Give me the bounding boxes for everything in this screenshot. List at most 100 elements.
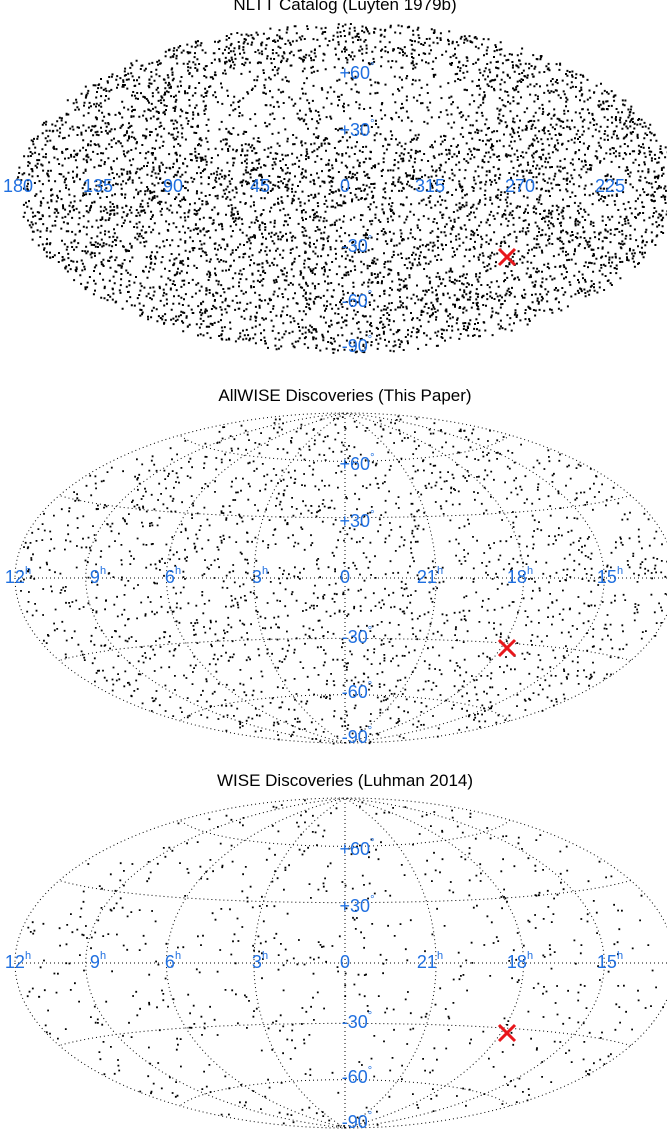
label-text: 21: [417, 567, 437, 587]
longitude-label: 9h: [90, 565, 106, 587]
label-text: -90: [342, 727, 368, 747]
label-sup: °: [368, 680, 372, 692]
latitude-label: +30°: [340, 509, 375, 531]
sky-panel: WISE Discoveries (Luhman 2014)12h 9h 6h 3h 0…: [5, 771, 667, 1130]
graticule: [14, 412, 667, 744]
longitude-label: 15h: [597, 565, 623, 587]
longitude-label: 0: [340, 952, 350, 972]
label-sup: h: [262, 950, 268, 962]
longitude-label: 18h: [507, 950, 533, 972]
label-sup: °: [368, 1110, 372, 1122]
label-text: -90: [342, 1112, 368, 1130]
label-text: +30: [340, 120, 371, 140]
label-text: -60: [342, 1067, 368, 1087]
target-marker: [497, 1023, 517, 1043]
label-text: 21: [417, 952, 437, 972]
latitude-label: -60°: [342, 289, 372, 311]
longitude-label: 9h: [90, 950, 106, 972]
longitude-label: 45: [250, 176, 270, 196]
latitude-label: -90°: [342, 334, 372, 356]
label-text: +60: [340, 454, 371, 474]
longitude-label: 12h: [5, 565, 31, 587]
label-sup: °: [368, 625, 372, 637]
longitude-label: 0: [340, 567, 350, 587]
label-text: 45: [250, 176, 270, 196]
label-sup: h: [175, 565, 181, 577]
label-sup: h: [437, 950, 443, 962]
label-sup: °: [370, 837, 374, 849]
label-sup: h: [100, 565, 106, 577]
sky-panel: AllWISE Discoveries (This Paper)12h 9h 6h 3…: [5, 386, 667, 747]
label-sup: h: [527, 950, 533, 962]
longitude-label: 3h: [252, 565, 268, 587]
panel-title: WISE Discoveries (Luhman 2014): [217, 771, 473, 790]
label-sup: °: [370, 118, 374, 130]
longitude-label: 225: [595, 176, 625, 196]
label-text: 6: [165, 952, 175, 972]
label-text: +30: [340, 511, 371, 531]
label-text: 6: [165, 567, 175, 587]
label-text: 12: [5, 567, 25, 587]
label-sup: h: [617, 950, 623, 962]
label-sup: h: [25, 565, 31, 577]
sky-panel: NLTT Catalog (Luyten 1979b) 180 135 90 45 0 31…: [3, 0, 667, 356]
longitude-label: 0: [340, 176, 350, 196]
label-text: 15: [597, 567, 617, 587]
label-sup: °: [368, 289, 372, 301]
label-text: 3: [252, 567, 262, 587]
label-text: -90: [342, 336, 368, 356]
longitude-label: 3h: [252, 950, 268, 972]
label-text: 9: [90, 567, 100, 587]
longitude-label: 15h: [597, 950, 623, 972]
graticule: [14, 797, 667, 1129]
label-text: 3: [252, 952, 262, 972]
longitude-label: 6h: [165, 565, 181, 587]
label-text: +30: [340, 896, 371, 916]
label-text: 270: [505, 176, 535, 196]
label-text: +60: [340, 839, 371, 859]
label-text: +60: [340, 63, 371, 83]
label-text: -60: [342, 682, 368, 702]
latitude-label: -60°: [342, 1065, 372, 1087]
latitude-label: -90°: [342, 1110, 372, 1130]
latitude-label: -90°: [342, 725, 372, 747]
label-text: -30: [342, 627, 368, 647]
label-text: 315: [415, 176, 445, 196]
latitude-label: -30°: [342, 234, 372, 256]
longitude-label: 18h: [507, 565, 533, 587]
label-sup: h: [175, 950, 181, 962]
label-sup: °: [368, 234, 372, 246]
latitude-label: -60°: [342, 680, 372, 702]
label-sup: °: [368, 1010, 372, 1022]
longitude-label: 270: [505, 176, 535, 196]
label-sup: °: [368, 334, 372, 346]
label-text: 9: [90, 952, 100, 972]
longitude-label: 90: [163, 176, 183, 196]
longitude-label: 12h: [5, 950, 31, 972]
label-sup: °: [370, 452, 374, 464]
label-sup: h: [262, 565, 268, 577]
label-sup: h: [437, 565, 443, 577]
label-sup: °: [370, 894, 374, 906]
label-sup: h: [25, 950, 31, 962]
label-sup: h: [100, 950, 106, 962]
latitude-label: +30°: [340, 118, 375, 140]
target-marker: [497, 638, 517, 658]
latitude-label: -30°: [342, 1010, 372, 1032]
longitude-label: 315: [415, 176, 445, 196]
latitude-label: +60°: [340, 837, 375, 859]
longitude-label: 180: [3, 176, 33, 196]
latitude-label: -30°: [342, 625, 372, 647]
star-field: [16, 23, 667, 354]
label-text: 0: [340, 567, 350, 587]
label-sup: °: [370, 61, 374, 73]
label-text: 15: [597, 952, 617, 972]
longitude-label: 21h: [417, 950, 443, 972]
label-sup: °: [370, 509, 374, 521]
label-text: 0: [340, 176, 350, 196]
label-text: 0: [340, 952, 350, 972]
longitude-label: 21h: [417, 565, 443, 587]
latitude-label: +60°: [340, 452, 375, 474]
panel-title: NLTT Catalog (Luyten 1979b): [233, 0, 456, 14]
